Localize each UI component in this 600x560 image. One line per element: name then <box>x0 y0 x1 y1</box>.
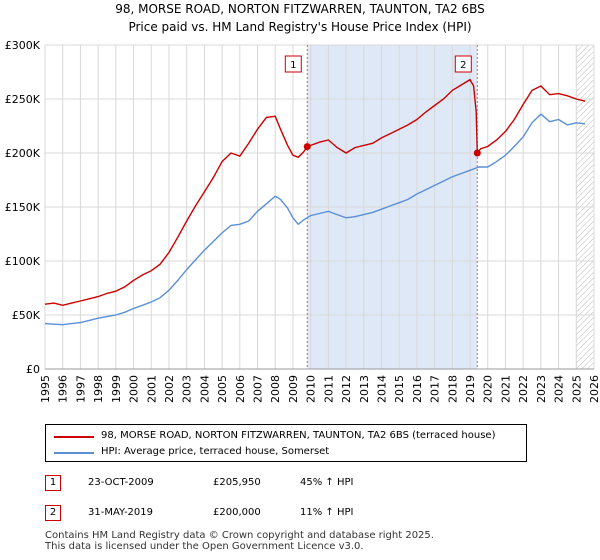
x-tick-label: 1995 <box>39 375 52 403</box>
property-price-line <box>44 78 586 307</box>
x-tick-label: 2002 <box>163 375 176 403</box>
x-tick-label: 2000 <box>128 375 141 403</box>
x-tick-label: 2011 <box>322 375 335 403</box>
sale-label-box <box>454 55 472 73</box>
x-tick-label: 1999 <box>110 375 123 403</box>
x-tick-label: 1996 <box>57 375 70 403</box>
sale-date: 31-MAY-2019 <box>88 507 154 518</box>
x-tick-label: 2024 <box>553 375 566 403</box>
x-tick-label: 1997 <box>74 375 87 403</box>
y-tick-label: £0 <box>26 363 40 376</box>
sale-hpi-change: 11% ↑ HPI <box>300 507 354 518</box>
legend-label-hpi: HPI: Average price, terraced house, Some… <box>101 446 330 457</box>
y-tick-label: £200K <box>5 147 41 160</box>
hpi-line <box>44 113 586 326</box>
sale-label-text: 1 <box>290 60 296 71</box>
sale-label-box <box>284 55 302 73</box>
sale-hpi-change: 45% ↑ HPI <box>300 477 354 488</box>
sale-price: £205,950 <box>213 477 261 488</box>
legend-label-property: 98, MORSE ROAD, NORTON FITZWARREN, TAUNT… <box>101 430 496 441</box>
y-tick-label: £250K <box>5 93 41 106</box>
footer-copyright: Contains HM Land Registry data © Crown c… <box>45 530 434 541</box>
legend-swatch-hpi <box>54 452 94 454</box>
x-tick-label: 2001 <box>145 375 158 403</box>
x-tick-label: 2010 <box>305 375 318 403</box>
x-tick-label: 2004 <box>198 375 211 403</box>
x-tick-label: 2015 <box>393 375 406 403</box>
chart-subtitle: Price paid vs. HM Land Registry's House … <box>128 20 472 34</box>
sale-point <box>473 149 481 157</box>
x-tick-label: 2005 <box>216 375 229 403</box>
legend-swatch-property <box>54 436 94 438</box>
x-tick-label: 2021 <box>499 375 512 403</box>
sale-marker-2: 2 <box>45 505 61 521</box>
x-tick-label: 2022 <box>517 375 530 403</box>
x-tick-label: 2026 <box>588 375 600 403</box>
x-tick-label: 2012 <box>340 375 353 403</box>
legend: 98, MORSE ROAD, NORTON FITZWARREN, TAUNT… <box>45 424 527 462</box>
sale-price: £200,000 <box>213 507 261 518</box>
x-tick-label: 2017 <box>429 375 442 403</box>
y-tick-label: £100K <box>5 255 41 268</box>
chart-title: 98, MORSE ROAD, NORTON FITZWARREN, TAUNT… <box>115 2 485 16</box>
y-tick-label: £50K <box>12 309 41 322</box>
x-tick-label: 2019 <box>464 375 477 403</box>
x-tick-label: 2014 <box>375 375 388 403</box>
sale-label-text: 2 <box>460 60 466 71</box>
y-tick-label: £300K <box>5 39 41 52</box>
x-tick-label: 2016 <box>411 375 424 403</box>
x-tick-label: 2020 <box>482 375 495 403</box>
x-tick-label: 2013 <box>358 375 371 403</box>
y-tick-label: £150K <box>5 201 41 214</box>
x-tick-label: 2006 <box>234 375 247 403</box>
price-chart: £0 £50K £100K £150K £200K £250K £300K 1995 1996 1… <box>5 39 600 403</box>
x-tick-label: 1998 <box>92 375 105 403</box>
x-tick-label: 2025 <box>570 375 583 403</box>
x-tick-label: 2018 <box>446 375 459 403</box>
x-tick-label: 2003 <box>181 375 194 403</box>
footer-licence: This data is licensed under the Open Gov… <box>45 541 364 552</box>
x-tick-label: 2009 <box>287 375 300 403</box>
x-tick-label: 2023 <box>535 375 548 403</box>
x-tick-label: 2007 <box>252 375 265 403</box>
sale-marker-1: 1 <box>45 475 61 491</box>
sale-date: 23-OCT-2009 <box>88 477 154 488</box>
x-tick-label: 2008 <box>269 375 282 403</box>
sale-point <box>303 143 311 151</box>
